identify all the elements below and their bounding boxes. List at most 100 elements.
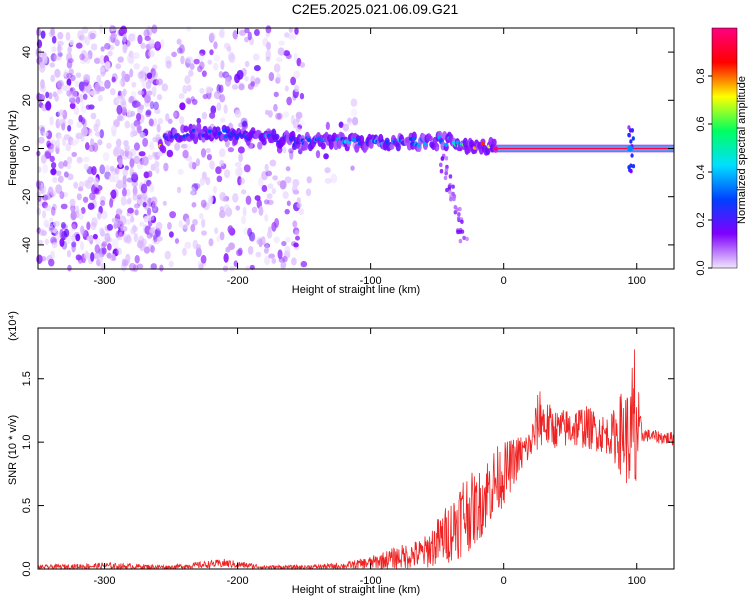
y-tick-label: -20 xyxy=(21,189,33,205)
spectrogram-y-axis: -40 -20 0 20 40 xyxy=(21,46,674,253)
colorbar-tick-label: 0.0 xyxy=(695,260,707,275)
x-tick-label: -300 xyxy=(94,575,116,587)
track-blob-bright xyxy=(455,140,460,145)
snr-y-axis: 0.0 0.5 1.0 1.5 xyxy=(21,371,674,577)
track-blob xyxy=(274,133,280,141)
colorbar-gradient xyxy=(712,28,737,268)
branch-blob xyxy=(444,171,448,176)
track-blob-bright xyxy=(306,137,312,142)
spectrogram-signal-track xyxy=(157,122,674,244)
branch-blob xyxy=(439,169,444,174)
snr-x-axis-title: Height of straight line (km) xyxy=(292,584,420,596)
branch-blob xyxy=(443,175,448,181)
y-tick-label: 0.0 xyxy=(21,561,33,576)
track-blob xyxy=(303,140,309,151)
snr-plot-area xyxy=(38,328,674,569)
snr-y-multiplier: (x10⁴) xyxy=(7,311,19,341)
track-blob xyxy=(389,143,395,150)
track-blob-bright xyxy=(444,142,449,147)
track-blob xyxy=(395,142,401,152)
branch-blob xyxy=(465,236,469,242)
spike-core xyxy=(627,145,634,152)
branch-blob xyxy=(449,197,453,202)
spectrogram-x-axis-title: Height of straight line (km) xyxy=(292,284,420,296)
y-tick-label: 1.5 xyxy=(21,371,33,386)
branch-blob xyxy=(444,167,449,173)
spike-blob xyxy=(631,136,635,141)
branch-blob xyxy=(462,235,466,241)
x-tick-label: 100 xyxy=(628,575,646,587)
branch-blob xyxy=(440,156,445,161)
track-blob xyxy=(336,139,342,150)
colorbar-label: Normalized spectral amplitude xyxy=(736,76,748,224)
snr-panel: -300 -200 -100 0 100 0.0 0.5 1.0 1.5 Height of … xyxy=(7,311,675,596)
branch-blob xyxy=(448,174,453,179)
snr-x-axis: -300 -200 -100 0 100 xyxy=(94,328,646,587)
track-blob xyxy=(320,142,326,150)
spike-blob xyxy=(627,125,631,130)
y-tick-label: 1.0 xyxy=(21,435,33,450)
y-tick-label: 0 xyxy=(21,145,33,151)
snr-frame xyxy=(37,327,675,570)
colorbar: 0.0 0.2 0.4 0.6 0.8 Normalized spectral ampl… xyxy=(695,27,748,276)
x-tick-label: 0 xyxy=(501,575,507,587)
branch-blob xyxy=(448,189,452,195)
snr-series xyxy=(37,349,675,571)
x-tick-label: -100 xyxy=(360,275,382,287)
colorbar-tick-label: 0.6 xyxy=(695,116,707,131)
track-blob xyxy=(183,125,189,133)
branch-blob xyxy=(460,219,464,224)
track-blob xyxy=(161,145,167,154)
track-blob xyxy=(427,135,433,142)
signal-band-core xyxy=(490,147,674,150)
track-blob xyxy=(491,138,497,147)
x-tick-label: 100 xyxy=(628,275,646,287)
snr-y-axis-title: SNR (10 * v/v) xyxy=(7,415,19,485)
branch-blob xyxy=(444,156,449,161)
branch-blob xyxy=(457,212,461,217)
spike-blob xyxy=(631,164,636,169)
branch-blob xyxy=(452,196,456,202)
x-tick-label: 0 xyxy=(501,275,507,287)
spike-blob xyxy=(627,132,631,138)
branch-blob xyxy=(451,184,455,189)
branch-blob xyxy=(455,207,460,212)
spike-blob xyxy=(629,139,633,144)
track-blob-bright xyxy=(412,136,417,141)
track-blob xyxy=(261,138,267,146)
colorbar-ticks: 0.0 0.2 0.4 0.6 0.8 xyxy=(695,68,712,276)
spike-blob xyxy=(629,168,633,174)
branch-blob xyxy=(456,216,461,221)
colorbar-frame xyxy=(711,27,738,269)
spike-blob xyxy=(630,153,634,158)
spectrogram-y-axis-title: Frequency (Hz) xyxy=(7,110,19,186)
colorbar-tick-label: 0.8 xyxy=(695,68,707,83)
branch-blob xyxy=(458,206,462,212)
chart-title: C2E5.2025.021.06.09.G21 xyxy=(292,1,459,17)
branch-blob xyxy=(438,162,443,168)
y-tick-label: 40 xyxy=(21,46,33,58)
y-tick-label: 20 xyxy=(21,94,33,106)
spectrogram-region xyxy=(181,25,308,272)
spike-blob xyxy=(627,165,631,170)
branch-blob xyxy=(458,229,462,235)
track-blob-bright xyxy=(480,141,486,146)
spectrogram-cells xyxy=(35,24,360,272)
track-blob-bright xyxy=(493,146,498,151)
y-tick-label: 0.5 xyxy=(21,498,33,513)
x-tick-label: -200 xyxy=(227,575,249,587)
spectrogram-x-axis: -300 -200 -100 0 100 xyxy=(94,28,646,287)
branch-blob xyxy=(435,146,440,151)
track-blob xyxy=(196,122,202,133)
branch-blob xyxy=(458,238,463,244)
spike-blob xyxy=(628,128,633,133)
y-tick-label: -40 xyxy=(21,237,33,253)
branch-blob xyxy=(447,186,452,192)
x-tick-label: -100 xyxy=(360,575,382,587)
x-tick-label: -200 xyxy=(227,275,249,287)
snr-line xyxy=(37,349,675,571)
x-tick-label: -300 xyxy=(94,275,116,287)
colorbar-tick-label: 0.4 xyxy=(695,164,707,179)
